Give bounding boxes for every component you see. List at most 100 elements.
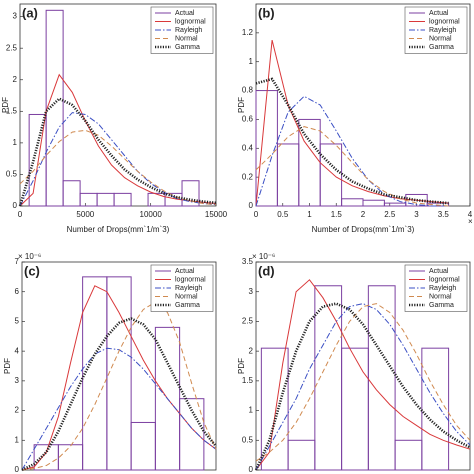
x-axis-label: Number of Drops(mm`1/m`3) bbox=[67, 225, 170, 234]
x-tick-label: 2 bbox=[361, 210, 366, 219]
legend-label: Normal bbox=[175, 35, 198, 42]
legend-label: Normal bbox=[175, 293, 198, 300]
y-tick-label: 0.2 bbox=[242, 172, 254, 181]
y-tick-label: 3 bbox=[15, 376, 20, 385]
bar bbox=[421, 347, 450, 471]
legend-label: Rayleigh bbox=[175, 27, 202, 34]
curve bbox=[255, 77, 449, 205]
curve bbox=[21, 347, 217, 471]
y-tick-label: 1 bbox=[13, 138, 18, 147]
y-tick-label: 0.4 bbox=[242, 143, 254, 152]
legend-box bbox=[404, 264, 468, 312]
legend-label: Rayleigh bbox=[175, 285, 202, 292]
curve bbox=[255, 95, 449, 207]
curve bbox=[21, 317, 218, 472]
bar bbox=[106, 276, 132, 471]
panel-label: (d) bbox=[258, 263, 275, 278]
y-tick-label: 1.5 bbox=[242, 376, 254, 385]
legend-label: lognormal bbox=[175, 276, 206, 283]
y-tick-label: 2.5 bbox=[6, 43, 18, 52]
x-axis-label: Number of Drops(mm`1/m`3) bbox=[312, 225, 415, 234]
bar bbox=[260, 347, 289, 471]
x-tick-label: 5000 bbox=[76, 210, 94, 219]
y-axis-label: PDF bbox=[3, 358, 12, 374]
legend-label: Rayleigh bbox=[429, 27, 456, 34]
y-axis-label: PDF bbox=[1, 97, 10, 113]
y-tick-label: 1 bbox=[15, 435, 20, 444]
y-tick-label: 0 bbox=[13, 201, 18, 210]
y-axis-note: × 10⁻⁶ bbox=[18, 252, 41, 261]
y-tick-label: 0 bbox=[249, 465, 254, 474]
y-tick-label: 3 bbox=[249, 287, 254, 296]
curve bbox=[18, 97, 217, 207]
curve bbox=[19, 129, 217, 206]
y-tick-label: 2 bbox=[15, 406, 20, 415]
y-tick-label: 2 bbox=[13, 75, 18, 84]
legend-label: lognormal bbox=[429, 276, 460, 283]
y-tick-label: 0.8 bbox=[242, 86, 254, 95]
legend-label: lognormal bbox=[429, 18, 460, 25]
legend-label: Normal bbox=[429, 293, 452, 300]
y-tick-label: 4 bbox=[15, 346, 20, 355]
legend-label: Actual bbox=[429, 10, 449, 17]
legend-label: Rayleigh bbox=[429, 285, 456, 292]
curve bbox=[255, 126, 449, 207]
x-tick-label: 2.5 bbox=[384, 210, 396, 219]
bar bbox=[367, 285, 396, 471]
panel-label: (b) bbox=[258, 5, 275, 20]
x-tick-label: 1 bbox=[307, 210, 312, 219]
legend-label: Actual bbox=[175, 10, 195, 17]
legend-label: Normal bbox=[429, 35, 452, 42]
y-tick-label: 0.6 bbox=[242, 115, 254, 124]
x-tick-label: 10000 bbox=[140, 210, 163, 219]
curve bbox=[255, 279, 471, 471]
legend-label: Actual bbox=[175, 268, 195, 275]
x-tick-label: 0 bbox=[18, 210, 23, 219]
x-tick-label: 0.5 bbox=[277, 210, 289, 219]
bar bbox=[45, 9, 64, 207]
panel: 0 0.2 0.4 0.6 0.8 1 1.2 0 0.5 1 1.5 2 2.5 3 3.5 4 Number… bbox=[237, 3, 474, 234]
x-axis-note: × 10⁵ bbox=[468, 217, 474, 226]
x-tick-label: 1.5 bbox=[331, 210, 343, 219]
y-tick-label: 2.5 bbox=[242, 317, 254, 326]
curve bbox=[254, 302, 471, 471]
panel: 0 0.5 1 1.5 2 2.5 3 0 5000 10000 15000 Number of Dr… bbox=[1, 3, 228, 234]
legend-label: Gamma bbox=[175, 302, 200, 309]
y-tick-label: 1.2 bbox=[242, 28, 254, 37]
curve bbox=[255, 303, 471, 471]
legend-label: Actual bbox=[429, 268, 449, 275]
legend-label: lognormal bbox=[175, 18, 206, 25]
y-axis-label: PDF bbox=[237, 358, 246, 374]
y-tick-label: 3 bbox=[13, 12, 18, 21]
y-tick-label: 5 bbox=[15, 317, 20, 326]
x-tick-label: 4 bbox=[468, 210, 473, 219]
y-tick-label: 2 bbox=[249, 346, 254, 355]
panel: 0 0.5 1 1.5 2 2.5 3 3.5 PDF × 10⁻⁶ (d) Actuallognor… bbox=[237, 252, 471, 474]
curve bbox=[19, 112, 217, 207]
y-axis-note: × 10⁻⁶ bbox=[252, 252, 275, 261]
y-tick-label: 0 bbox=[15, 465, 20, 474]
y-tick-label: 0.5 bbox=[242, 435, 254, 444]
panel-label: (c) bbox=[24, 263, 40, 278]
x-tick-label: 3 bbox=[414, 210, 419, 219]
curve bbox=[21, 301, 217, 471]
curve bbox=[255, 303, 471, 462]
y-tick-label: 3.5 bbox=[242, 257, 254, 266]
legend-label: Gamma bbox=[429, 302, 454, 309]
x-tick-label: 3.5 bbox=[438, 210, 450, 219]
bar bbox=[181, 180, 200, 207]
y-tick-label: 6 bbox=[15, 287, 20, 296]
y-tick-label: 0.5 bbox=[6, 170, 18, 179]
legend-label: Gamma bbox=[429, 44, 454, 51]
y-tick-label: 1.5 bbox=[6, 106, 18, 115]
y-tick-label: 7 bbox=[15, 257, 20, 266]
panel-label: (a) bbox=[22, 5, 38, 20]
y-axis-label: PDF bbox=[237, 97, 246, 113]
y-tick-label: 1 bbox=[249, 406, 254, 415]
